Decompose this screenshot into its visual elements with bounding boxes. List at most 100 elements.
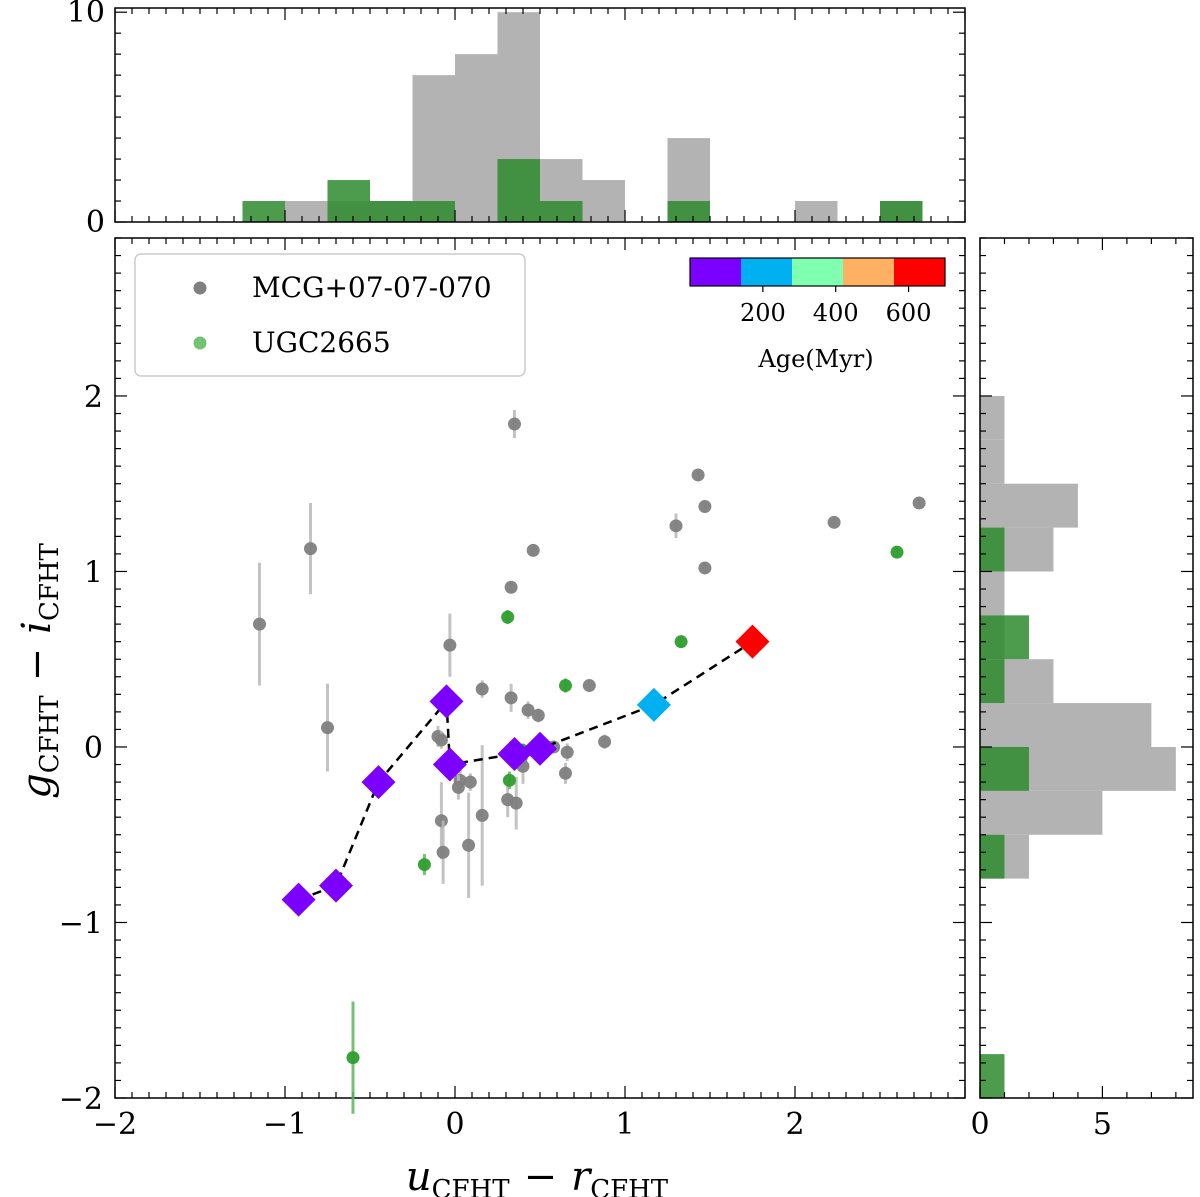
colorbar-segment	[843, 258, 895, 286]
y-axis-title: gCFHT−iCFHT	[14, 542, 65, 798]
model-track-diamond	[281, 882, 316, 917]
top-hist-bar-ugc	[242, 201, 285, 222]
top-hist-bar-ugc	[412, 201, 455, 222]
right-hist-bar-ugc	[980, 527, 1005, 572]
legend-label-ugc: UGC2665	[252, 326, 391, 359]
point-mcg	[560, 745, 574, 759]
point-ugc	[559, 679, 572, 693]
top-hist-bar-mcg	[795, 201, 838, 222]
colorbar-segment	[690, 258, 742, 286]
top-hist-bar-ugc	[327, 180, 370, 222]
model-track-diamond	[523, 731, 557, 766]
model-track-diamond	[432, 747, 467, 782]
point-mcg	[475, 682, 489, 696]
y-axis-title-var1: g	[14, 773, 60, 799]
top-hist-bar-ugc	[667, 201, 710, 222]
point-mcg	[475, 808, 489, 822]
colorbar-label: Age(Myr)	[757, 345, 873, 373]
point-mcg	[504, 580, 518, 594]
legend-marker-mcg	[193, 281, 207, 295]
top-hist-bar-mcg	[412, 75, 455, 222]
point-ugc	[417, 858, 431, 872]
main-ytick-label: 1	[84, 555, 103, 590]
point-mcg	[559, 766, 572, 780]
x-axis-title-sub2: CFHT	[590, 1175, 669, 1197]
right-hist-bar-mcg	[980, 439, 1005, 484]
main-xtick-label: −2	[93, 1107, 137, 1142]
model-track-diamond	[361, 765, 396, 800]
colorbar-segment	[894, 258, 946, 286]
main-xtick-label: −1	[263, 1107, 307, 1142]
point-mcg	[253, 617, 266, 631]
right-hist-bar-ugc	[980, 659, 1005, 704]
legend: MCG+07-07-070 UGC2665	[134, 253, 526, 377]
top-hist-bar-mcg	[582, 180, 625, 222]
colorbar-tick-label: 400	[813, 299, 859, 327]
top-hist-bar-ugc	[540, 201, 583, 222]
point-mcg	[508, 417, 521, 431]
right-hist-bar-mcg	[980, 483, 1078, 528]
x-axis-title-operator: −	[524, 1154, 558, 1197]
point-mcg	[531, 708, 545, 722]
right-hist-bar-ugc	[980, 1054, 1005, 1098]
model-track-diamond	[429, 684, 464, 719]
point-mcg	[434, 733, 448, 747]
point-mcg	[509, 796, 523, 810]
main-xtick-label: 0	[445, 1107, 464, 1142]
top-hist-ytick-label: 10	[67, 0, 105, 30]
point-mcg	[698, 500, 712, 514]
right-hist-bar-mcg	[980, 571, 1005, 616]
x-axis-title-var2: r	[571, 1154, 593, 1197]
main-xtick-label: 2	[785, 1107, 804, 1142]
point-mcg	[321, 721, 334, 735]
point-mcg	[304, 542, 317, 556]
x-axis-title-sub1: CFHT	[432, 1175, 511, 1197]
model-track-diamond	[319, 868, 353, 903]
right-hist-xtick-label: 0	[970, 1107, 989, 1142]
top-hist-bar-ugc	[370, 201, 413, 222]
right-hist-xtick-label: 5	[1093, 1107, 1112, 1142]
point-mcg	[827, 515, 841, 529]
right-hist-bar-mcg	[980, 790, 1103, 835]
main-ytick-label: −2	[59, 1082, 103, 1117]
age-colorbar: Age(Myr) 200 400 600	[689, 257, 946, 373]
main-ytick-label: 2	[84, 380, 103, 415]
point-mcg	[526, 543, 540, 557]
point-mcg	[582, 679, 596, 693]
top-hist-ytick-label: 0	[86, 205, 105, 240]
point-mcg	[434, 814, 448, 828]
point-ugc	[890, 545, 904, 559]
main-xtick-label: 1	[615, 1107, 634, 1142]
y-axis-title-var2: i	[14, 621, 60, 634]
point-mcg	[691, 468, 705, 482]
top-hist-bar-ugc	[880, 201, 923, 222]
y-axis-title-sub1: CFHT	[35, 695, 65, 774]
y-axis-title-operator: −	[14, 648, 60, 682]
point-mcg	[451, 780, 465, 794]
point-mcg	[443, 638, 457, 652]
right-hist-bar-ugc	[980, 615, 1029, 660]
legend-box	[134, 253, 526, 377]
right-hist-bar-mcg	[980, 395, 1005, 440]
right-hist-bar-ugc	[980, 834, 1005, 879]
point-mcg	[436, 845, 450, 859]
point-mcg	[462, 838, 476, 852]
point-ugc	[674, 635, 688, 649]
point-mcg	[463, 775, 477, 789]
point-mcg	[912, 496, 926, 510]
colorbar-frame	[689, 257, 946, 287]
x-axis-title-var1: u	[406, 1154, 432, 1197]
x-axis-title: uCFHT − rCFHT	[406, 1154, 669, 1197]
point-mcg	[669, 519, 683, 533]
point-mcg	[504, 691, 518, 705]
main-scatter-plot: −2 −1 0 1 2 −2 −1 0 1 2	[59, 237, 966, 1142]
colorbar-segment	[741, 258, 793, 286]
top-histogram: 0 10	[67, 0, 966, 240]
colorbar-tick-label: 600	[886, 299, 932, 327]
model-track-diamond	[735, 624, 770, 659]
point-mcg	[598, 735, 612, 749]
main-ytick-label: −1	[59, 906, 103, 941]
top-hist-bar-mcg	[455, 54, 498, 223]
